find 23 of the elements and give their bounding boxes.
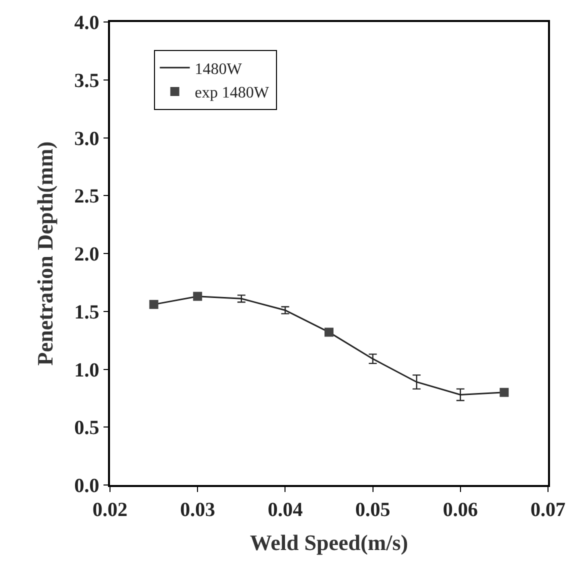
y-tick-label: 2.5 [74, 186, 100, 208]
point [193, 292, 202, 301]
x-tick-label: 0.03 [180, 498, 216, 521]
y-tick-label: 1.0 [74, 359, 100, 382]
x-tick-label: 0.02 [92, 498, 128, 521]
y-axis-title: Penetration Depth(mm) [32, 141, 58, 366]
y-tick-label: 2.0 [74, 244, 100, 266]
y-tick-label: 4.0 [74, 12, 100, 34]
y-tick-label: 3.5 [74, 70, 100, 92]
point [324, 328, 334, 337]
legend-label: 1480W [194, 60, 243, 78]
y-tick-label: 0.5 [74, 417, 100, 440]
y-tick-label: 1.5 [74, 301, 100, 324]
x-axis-title: Weld Speed(m/s) [250, 530, 408, 556]
y-tick-label: 3.0 [74, 128, 100, 150]
x-tick-label: 0.07 [530, 498, 566, 521]
point [149, 300, 158, 309]
y-tick-label: 0.0 [74, 475, 100, 497]
x-tick-label: 0.06 [442, 498, 478, 521]
x-tick-label: 0.05 [355, 498, 390, 521]
legend-label: exp 1480W [194, 84, 270, 102]
point [500, 388, 509, 397]
x-tick-label: 0.04 [268, 498, 303, 521]
